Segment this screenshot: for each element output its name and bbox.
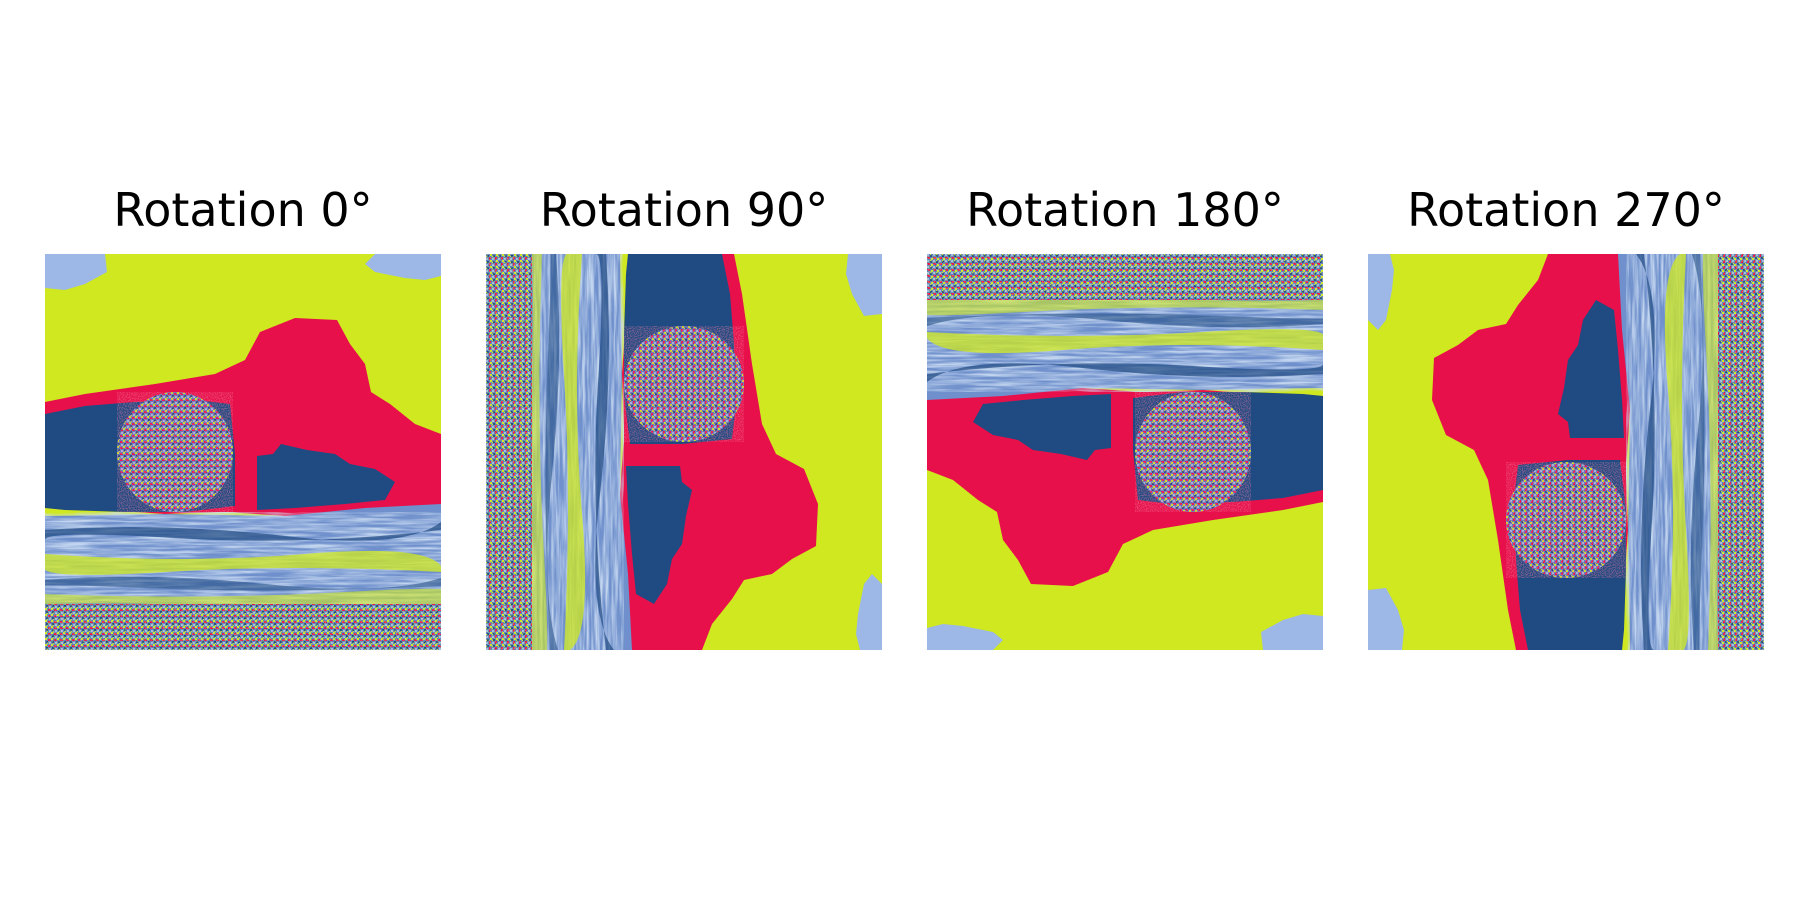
- panel-title: Rotation 0°: [113, 183, 373, 237]
- panel-rotation-180: Rotation 180°: [927, 0, 1323, 900]
- panel-image: [1368, 254, 1764, 650]
- panel-title: Rotation 270°: [1407, 183, 1725, 237]
- panel-image: [486, 254, 882, 650]
- panel-title: Rotation 180°: [966, 183, 1284, 237]
- panel-rotation-90: Rotation 90°: [486, 0, 882, 900]
- panel-image: [927, 254, 1323, 650]
- panel-image: [45, 254, 441, 650]
- panel-title: Rotation 90°: [539, 183, 829, 237]
- panel-rotation-0: Rotation 0°: [45, 0, 441, 900]
- panel-rotation-270: Rotation 270°: [1368, 0, 1764, 900]
